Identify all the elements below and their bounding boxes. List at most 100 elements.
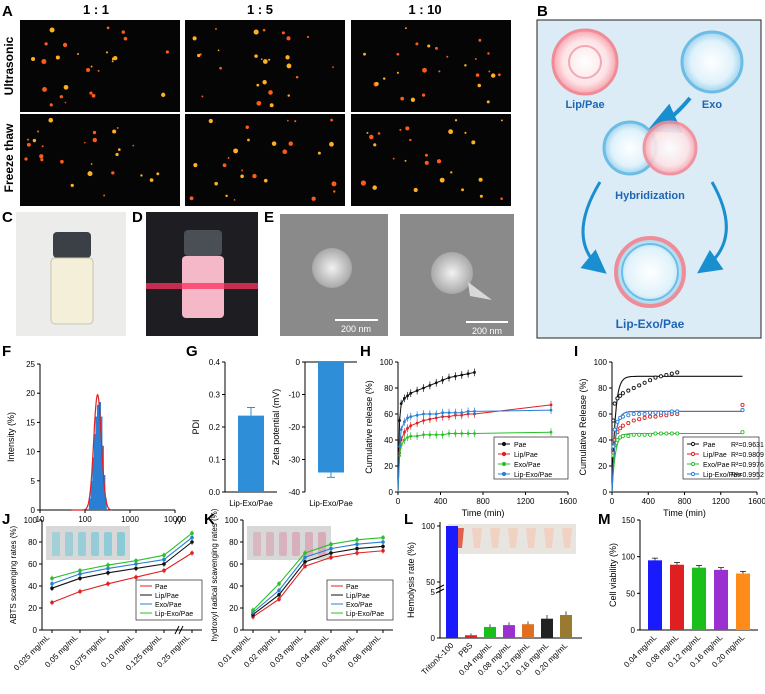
data-point (637, 411, 642, 417)
legend-box (682, 436, 760, 480)
row-label-ultrasonic: Ultrasonic (2, 36, 16, 95)
data-point (648, 414, 653, 419)
x-tick-label: 400 (642, 497, 656, 506)
tube (65, 532, 73, 556)
size-bar (95, 416, 99, 510)
axis-break (178, 625, 184, 635)
data-point (473, 371, 476, 374)
y-tick-label: 60 (598, 410, 607, 419)
legend-marker (690, 451, 696, 457)
legend-label: Exo/Pae (514, 462, 541, 469)
panel-letter-c: C (2, 209, 13, 226)
scalebar-label: 200 nm (472, 326, 502, 336)
data-point (453, 374, 457, 378)
data-point (415, 389, 419, 392)
y-tick-label: 40 (598, 436, 607, 445)
fluorescent-particle (306, 35, 310, 39)
series-line (51, 532, 193, 579)
data-point (615, 437, 620, 443)
fluorescent-particle (487, 52, 490, 55)
x-tick-label: 800 (678, 497, 692, 506)
panel-letter-d: D (132, 209, 143, 226)
data-point (642, 411, 647, 417)
r-squared-label: R²=0.9809 (731, 452, 764, 459)
fluorescent-particle (149, 178, 154, 182)
y-tick-label: -10 (288, 391, 300, 400)
fluorescent-particle (86, 68, 91, 73)
tube (253, 532, 261, 556)
hemolysis-bar (541, 618, 553, 638)
fluorescent-particle (424, 160, 429, 165)
fluorescent-particle (165, 50, 169, 54)
fluorescence-image (185, 20, 345, 112)
data-point (402, 420, 406, 424)
legend-label: Lip/Pae (346, 593, 370, 600)
fluorescent-particle (260, 58, 263, 60)
tube (508, 528, 518, 548)
fluorescent-particle (360, 180, 366, 186)
data-point (406, 416, 409, 420)
category-label: Lip-Exo/Pae (309, 499, 353, 508)
fluorescent-particle (113, 55, 118, 61)
fluorescent-particle (62, 42, 68, 48)
tube (78, 532, 86, 556)
tube (318, 532, 326, 556)
fluorescent-particle (161, 92, 166, 97)
label-hybridization: Hybridization (615, 190, 685, 202)
y-tick-label: 0 (431, 634, 436, 643)
data-point (626, 421, 631, 426)
axis-break (435, 584, 445, 590)
x-tick-label: 1200 (517, 497, 535, 506)
fluorescent-particle (60, 159, 64, 164)
fluorescent-particle (271, 141, 277, 146)
x-tick-label: 100 (78, 515, 92, 524)
data-point (453, 411, 457, 415)
data-point (642, 415, 647, 420)
fluorescent-particle (26, 138, 30, 141)
legend-label: Lip-Exo/Pae (514, 472, 552, 479)
fluorescent-particle (70, 183, 74, 187)
x-axis-label: Time (min) (462, 508, 505, 518)
axis-break (174, 625, 180, 635)
exosome-vesicle (680, 30, 744, 94)
fluorescence-image (351, 114, 511, 206)
fluorescent-particle (317, 151, 321, 155)
fluorescent-particle (363, 52, 366, 56)
zeta-bar (318, 362, 344, 473)
tube (104, 532, 112, 556)
y-tick-label: 60 (384, 410, 393, 419)
fluorescent-particle (252, 173, 257, 179)
legend-box (135, 579, 203, 621)
data-point (611, 418, 616, 423)
data-point (637, 417, 642, 422)
data-point (612, 427, 617, 432)
tube (279, 532, 287, 556)
y-tick-label: 80 (28, 538, 37, 547)
y-tick-label: 40 (28, 582, 37, 591)
col-label-2: 1 : 5 (247, 2, 273, 17)
fluorescent-particle (331, 181, 337, 187)
col-label-3: 1 : 10 (408, 2, 441, 17)
fluorescent-particle (439, 177, 445, 183)
fluorescent-particle (256, 83, 260, 87)
viability-bar (670, 564, 684, 630)
data-point (620, 423, 625, 428)
tem-particle (431, 252, 473, 294)
size-bar (104, 498, 107, 510)
fluorescent-particle (424, 153, 428, 157)
legend-box (326, 579, 394, 621)
tem-tail (468, 282, 492, 300)
fluorescent-particle (262, 28, 266, 32)
data-point (740, 402, 745, 407)
data-point (626, 434, 631, 439)
fluorescent-particle (105, 51, 109, 54)
fluorescent-particle (478, 38, 482, 42)
fluorescent-particle (121, 30, 125, 34)
y-tick-label: 0.1 (209, 456, 221, 465)
fluorescence-image (185, 114, 345, 206)
fluorescent-particle (24, 157, 28, 161)
data-point (549, 430, 553, 434)
fluorescent-particle (201, 95, 204, 98)
data-point (675, 431, 680, 436)
pdi-bar (238, 415, 264, 492)
